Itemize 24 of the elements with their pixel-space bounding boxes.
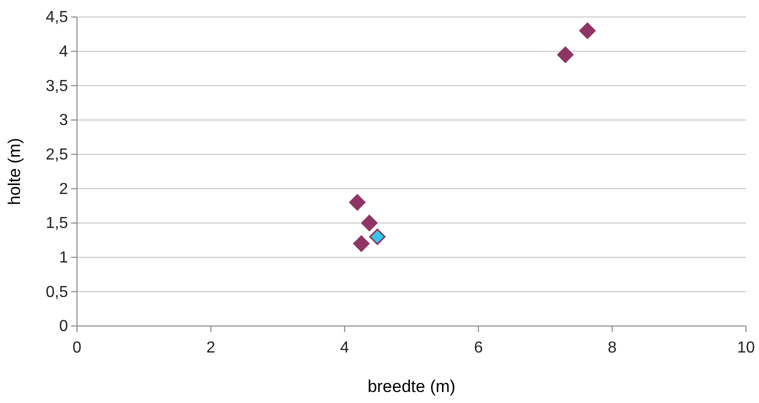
y-axis-title: holte (m) (5, 138, 24, 206)
y-tick-label: 0 (59, 318, 68, 336)
y-tick-label: 2,5 (46, 146, 68, 164)
x-tick-label: 10 (737, 340, 755, 357)
point (369, 228, 386, 245)
y-tick-label: 1,5 (46, 215, 68, 232)
y-tick-label: 3 (59, 112, 68, 130)
point (353, 235, 370, 252)
y-tick-label: 3,5 (46, 78, 68, 95)
y-tick-label: 0,5 (46, 284, 68, 301)
x-tick-label: 8 (608, 340, 617, 357)
x-tick-label: 4 (340, 340, 350, 357)
point (361, 214, 378, 232)
y-tick-label: 4,5 (46, 9, 68, 26)
y-tick-label: 4 (59, 43, 68, 60)
point (557, 46, 574, 63)
x-tick-label: 0 (72, 340, 82, 357)
y-tick-label: 1 (59, 249, 68, 266)
x-tick-label: 6 (474, 340, 483, 357)
y-tick-label: 2 (59, 180, 68, 198)
x-tick-label: 2 (206, 340, 216, 357)
point (579, 22, 596, 39)
x-axis-title: breedte (m) (368, 377, 456, 396)
point (349, 194, 366, 211)
